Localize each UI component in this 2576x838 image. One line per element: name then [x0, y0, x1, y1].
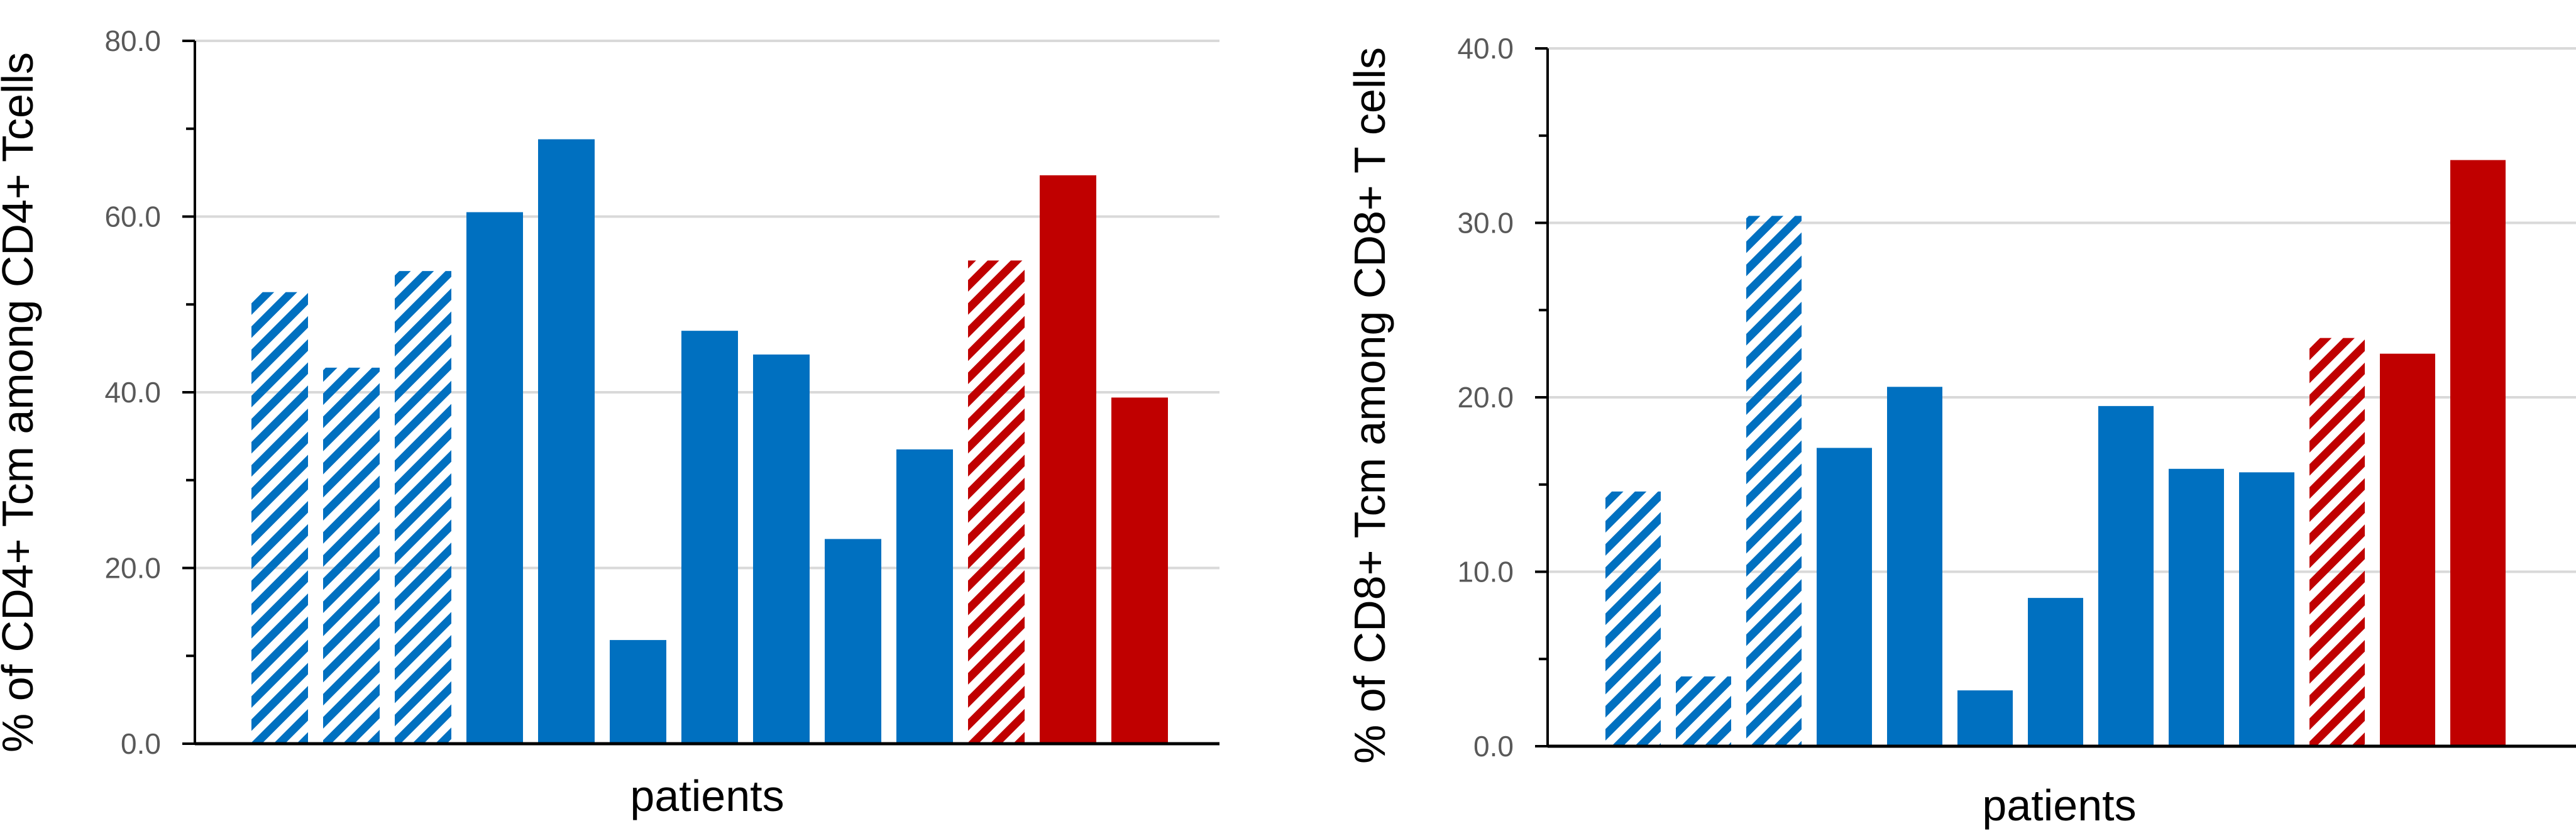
cd8-y-tick-label: 20.0 — [1457, 381, 1514, 414]
cd8-y-tick-label: 0.0 — [1473, 730, 1514, 763]
cd4-bar — [395, 271, 451, 744]
cd4-y-tick-label: 0.0 — [121, 727, 161, 760]
cd4-y-tick-label: 20.0 — [104, 552, 161, 585]
cd8-bar — [1817, 448, 1872, 746]
cd8-bar — [1605, 491, 1661, 746]
cd8-x-axis-title: patients — [1982, 781, 2136, 830]
cd8-bar — [2450, 160, 2506, 747]
cd8-bar — [2309, 338, 2365, 746]
cd4-bar — [896, 449, 953, 744]
cd4-bar — [251, 292, 308, 744]
cd4-bar — [1111, 397, 1168, 744]
cd8-chart: 0.0 10.0 20.0 30.0 40.0 % of CD8+ Tcm among … — [1345, 32, 2576, 830]
cd4-y-tick-label: 80.0 — [104, 25, 161, 57]
cd4-bar — [968, 260, 1025, 744]
cd4-bar — [681, 331, 738, 744]
cd8-plot-area: 0.0 10.0 20.0 30.0 40.0 — [1457, 32, 2576, 763]
cd8-bar — [1957, 690, 2013, 746]
cd4-y-tick-label: 60.0 — [104, 201, 161, 233]
cd4-bar — [753, 354, 810, 744]
cd4-bar — [323, 367, 380, 744]
cd4-chart: 0.0 20.0 40.0 60.0 80.0 % of CD4+ Tcm among … — [0, 25, 1219, 820]
cd8-y-tick-label: 10.0 — [1457, 556, 1514, 588]
cd8-bar — [2239, 472, 2294, 746]
cd8-bar — [2380, 353, 2435, 746]
cd8-bar — [2169, 468, 2224, 746]
cd4-bar — [610, 640, 666, 744]
cd4-bar — [825, 539, 881, 744]
cd4-plot-area: 0.0 20.0 40.0 60.0 80.0 — [104, 25, 1219, 760]
cd4-bar — [1040, 175, 1096, 744]
cd4-bar — [538, 139, 595, 744]
cd8-y-tick-label: 30.0 — [1457, 207, 1514, 240]
cd8-bar — [2098, 405, 2154, 746]
cd8-y-tick-label: 40.0 — [1457, 32, 1514, 65]
cd4-bar — [466, 212, 523, 744]
cd4-y-axis-title: % of CD4+ Tcm among CD4+ Tcells — [0, 52, 42, 753]
cd4-x-axis-title: patients — [630, 771, 784, 820]
cd8-bar — [1887, 387, 1942, 746]
cd8-y-axis-title: % of CD8+ Tcm among CD8+ T cells — [1345, 47, 1394, 764]
cd8-bar — [1746, 216, 1802, 746]
cd4-y-tick-label: 40.0 — [104, 376, 161, 409]
cd8-bar — [2028, 598, 2083, 746]
cd8-bar — [1676, 676, 1731, 746]
